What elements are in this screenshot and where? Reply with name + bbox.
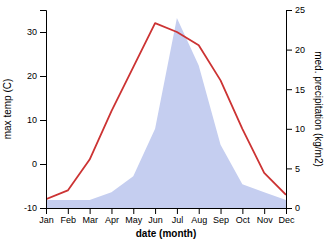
tick: Nov	[257, 208, 274, 225]
tick-mark	[221, 208, 222, 214]
tick-mark	[286, 168, 292, 169]
tick-label: 20	[295, 45, 305, 55]
tick-mark	[286, 208, 292, 209]
tick: Jul	[172, 208, 184, 225]
y-axis: -10 0 10 20 30	[24, 11, 47, 214]
tick-label: Aug	[191, 215, 207, 225]
x-axis: Jan Feb Mar Apr May Jun Jul Aug Sep Oct Nov Dec	[39, 208, 295, 225]
tick-mark	[264, 208, 265, 214]
tick-label: 0	[32, 159, 37, 169]
tick-label: 5	[295, 164, 300, 174]
tick-mark	[155, 208, 156, 214]
tick-mark	[40, 120, 46, 121]
tick: Aug	[191, 208, 207, 225]
tick: Dec	[278, 208, 295, 225]
x-axis-title: date (month)	[136, 228, 197, 239]
y-axis-title: max temp (C)	[2, 79, 13, 140]
tick-mark	[286, 10, 292, 11]
axis-line	[40, 11, 47, 209]
chart: Jan Feb Mar Apr May Jun Jul Aug Sep Oct Nov Dec -10 0…	[0, 0, 326, 242]
area	[46, 18, 286, 208]
tick: 30	[27, 27, 46, 37]
tick: 0	[286, 203, 300, 213]
tick: -10	[24, 203, 46, 213]
tick: Jun	[148, 208, 163, 225]
tick: 15	[286, 85, 305, 95]
tick-mark	[40, 164, 46, 165]
tick-mark	[68, 208, 69, 214]
tick-mark	[133, 208, 134, 214]
y2-axis: 0 5 10 15 20 25	[286, 5, 305, 213]
tick-mark	[286, 50, 292, 51]
tick: Sep	[213, 208, 229, 225]
tick-mark	[286, 129, 292, 130]
tick-label: Nov	[257, 215, 274, 225]
tick-mark	[177, 208, 178, 214]
tick: Feb	[61, 208, 77, 225]
tick-mark	[111, 208, 112, 214]
axis-line	[47, 209, 287, 215]
tick-label: 20	[27, 71, 37, 81]
tick: 25	[286, 5, 305, 15]
axis-line	[287, 11, 293, 209]
tick-mark	[242, 208, 243, 214]
tick-label: 30	[27, 27, 37, 37]
tick: 0	[32, 159, 46, 169]
tick-label: Jun	[148, 215, 163, 225]
tick-mark	[40, 32, 46, 33]
tick-label: Apr	[105, 215, 119, 225]
tick: 10	[27, 115, 46, 125]
tick-label: Mar	[82, 215, 98, 225]
tick-label: 10	[295, 124, 305, 134]
line	[46, 23, 286, 199]
tick: Apr	[105, 208, 119, 225]
tick-label: May	[125, 215, 143, 225]
tick-mark	[90, 208, 91, 214]
tick-label: Dec	[278, 215, 295, 225]
tick-label: Feb	[61, 215, 77, 225]
tick-mark	[40, 208, 46, 209]
tick-label: -10	[24, 203, 37, 213]
tick-label: Sep	[213, 215, 229, 225]
tick-label: Jan	[39, 215, 54, 225]
tick-mark	[40, 76, 46, 77]
tick: Oct	[236, 208, 251, 225]
tick: Jan	[39, 208, 54, 225]
tick-label: 0	[295, 203, 300, 213]
tick: 10	[286, 124, 305, 134]
tick-label: 25	[295, 5, 305, 15]
tick-mark	[199, 208, 200, 214]
tick: 20	[286, 45, 305, 55]
tick: 20	[27, 71, 46, 81]
tick: May	[125, 208, 143, 225]
tick: 5	[286, 164, 300, 174]
tick-label: Oct	[236, 215, 251, 225]
y2-axis-title: med. precipitation (kg/m2)	[313, 51, 324, 167]
tick: Mar	[82, 208, 98, 225]
tick-label: 10	[27, 115, 37, 125]
plot-marks	[46, 18, 286, 208]
tick-label: 15	[295, 85, 305, 95]
tick-mark	[286, 89, 292, 90]
tick-label: Jul	[172, 215, 184, 225]
